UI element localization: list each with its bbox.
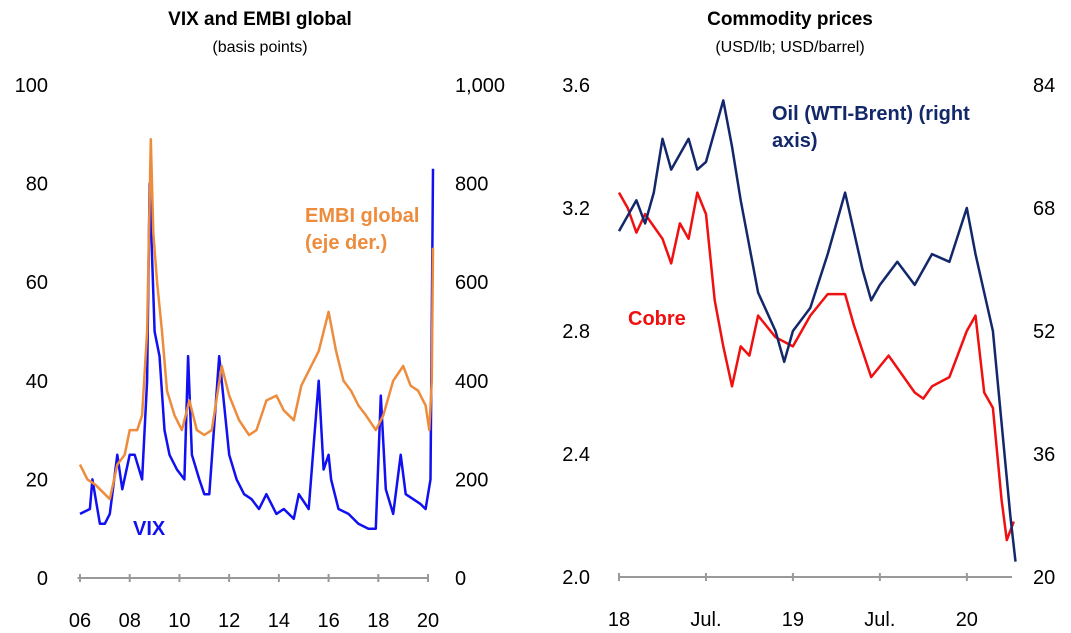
y-tick-label: 80 [26,174,48,196]
x-tick-label: 06 [69,610,91,632]
x-tick-label: 14 [268,610,290,632]
y-tick-label: 2.0 [562,567,590,589]
y-tick-label: 20 [26,469,48,491]
y-tick-label: 2.4 [562,444,590,466]
x-tick-label: Jul. [864,609,895,631]
y2-tick-label: 400 [455,371,488,393]
chart-subtitle: (USD/lb; USD/barrel) [715,39,864,56]
y-tick-label: 3.6 [562,75,590,97]
y2-tick-label: 36 [1033,444,1055,466]
x-tick-label: 19 [782,609,804,631]
y2-tick-label: 200 [455,469,488,491]
x-tick-label: 18 [608,609,630,631]
x-tick-label: 18 [367,610,389,632]
y2-tick-label: 68 [1033,198,1055,220]
chart-subtitle: (basis points) [212,39,307,56]
series-line [78,137,435,501]
x-tick-label: 12 [218,610,240,632]
series-line [617,99,1017,562]
x-tick-label: Jul. [690,609,721,631]
x-tick-label: 20 [956,609,978,631]
series-label: Oil (WTI-Brent) (right axis) [772,103,970,152]
y2-tick-label: 0 [455,568,466,590]
x-tick-label: 16 [317,610,339,632]
y2-tick-label: 800 [455,174,488,196]
y2-tick-label: 1,000 [455,75,505,97]
y2-tick-label: 20 [1033,567,1055,589]
y-tick-label: 3.2 [562,198,590,220]
y-tick-label: 100 [15,75,48,97]
x-tick-label: 10 [168,610,190,632]
y2-tick-label: 84 [1033,75,1055,97]
y-tick-label: 2.8 [562,321,590,343]
chart-title: VIX and EMBI global [168,9,352,30]
y-tick-label: 0 [37,568,48,590]
series-label: Cobre [628,308,686,330]
series-line [79,168,435,530]
chart-title: Commodity prices [707,9,873,30]
series-label: EMBI global (eje der.) [305,205,420,254]
series-label: VIX [133,518,166,540]
y-tick-label: 40 [26,371,48,393]
y2-tick-label: 52 [1033,321,1055,343]
x-tick-label: 20 [417,610,439,632]
y-tick-label: 60 [26,272,48,294]
y2-tick-label: 600 [455,272,488,294]
series-line [617,191,1015,542]
x-tick-label: 08 [119,610,141,632]
